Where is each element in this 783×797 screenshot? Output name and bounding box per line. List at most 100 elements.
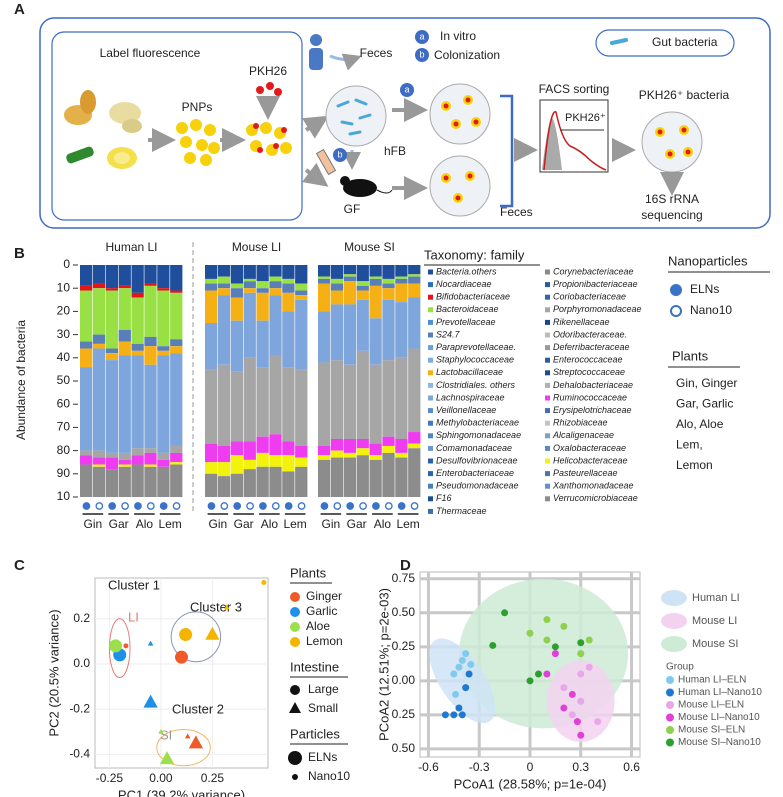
- legend-swatch: [545, 345, 550, 351]
- outer-box: [39, 17, 771, 229]
- bar-segment: [395, 276, 408, 279]
- bar-segment: [369, 285, 382, 319]
- point: [159, 751, 175, 765]
- bar-segment: [282, 265, 295, 279]
- bar-segment: [256, 265, 269, 282]
- bar-segment: [80, 348, 93, 368]
- legend-label: Streptococcaceae: [553, 367, 625, 377]
- y-axis-label: PCoA2 (12.51%; p=2e-03): [376, 588, 391, 741]
- legend-swatch: [545, 282, 550, 288]
- bar-segment: [217, 476, 231, 497]
- particle-marker: [410, 502, 419, 510]
- x-tick-label: Gar: [234, 517, 254, 531]
- bar-segment: [131, 455, 144, 465]
- bar-segment: [243, 278, 256, 282]
- bar-segment: [217, 276, 231, 284]
- bar-segment: [170, 464, 183, 497]
- point: [577, 650, 585, 658]
- legend-label: ELNs: [308, 750, 337, 764]
- point: [534, 670, 542, 678]
- badge: [400, 83, 414, 97]
- bar-segment: [343, 364, 357, 439]
- bar-segment: [170, 462, 183, 465]
- y-tick-label: 0.25: [392, 707, 416, 721]
- bar-segment: [92, 348, 106, 451]
- bar-segment: [318, 283, 331, 312]
- legend-swatch: [428, 345, 433, 351]
- dish: [641, 111, 703, 173]
- mouse-icon: [340, 176, 393, 197]
- bar-segment: [256, 452, 269, 467]
- legend-swatch: [428, 408, 433, 414]
- bar-segment: [356, 285, 369, 291]
- bar-segment: [395, 302, 408, 358]
- bar-segment: [269, 355, 282, 435]
- legend-label: Prevotellaceae: [436, 317, 496, 327]
- bar-segment: [282, 441, 295, 456]
- particle-marker: [333, 502, 342, 510]
- legend-title: Intestine: [290, 659, 339, 674]
- particle-marker: [359, 502, 367, 510]
- legend-label: Mouse SI–Nano10: [678, 737, 761, 748]
- bar-segment: [80, 464, 93, 497]
- x-tick-label: 0.6: [623, 760, 640, 774]
- bar-segment: [217, 288, 231, 296]
- bar-segment: [105, 452, 119, 458]
- bar-segment: [369, 276, 382, 279]
- point: [585, 636, 593, 644]
- bar-segment: [92, 466, 106, 497]
- legend-label: Lem,: [676, 438, 703, 452]
- bar-segment: [144, 346, 157, 365]
- y-tick-label: 0.50: [392, 741, 416, 755]
- annotation: Cluster 2: [172, 701, 224, 716]
- x-tick-label: Lem: [283, 517, 306, 531]
- legend-marker: [666, 726, 674, 734]
- legend-label: Gin, Ginger: [676, 376, 737, 390]
- bar-segment: [382, 278, 395, 284]
- bar-segment: [217, 265, 231, 277]
- x-tick-label: 0.25: [201, 771, 225, 785]
- bar-segment: [408, 283, 421, 298]
- legend-label: Thermaceae: [436, 506, 487, 516]
- bar-segment: [118, 355, 131, 453]
- legend-label: Dehalobacteriaceae: [553, 380, 633, 390]
- x-tick-label: Gin: [209, 517, 228, 531]
- badge-label: b: [337, 149, 342, 159]
- legend-label: Nano10: [690, 303, 732, 317]
- human-icon: [309, 34, 323, 70]
- bar-segment: [217, 295, 231, 365]
- bar-segment: [318, 278, 331, 284]
- bar-segment: [131, 355, 144, 449]
- panel-c: C -0.25 0.00 0.25 0.2 0.0 -0.2 -0.4 PC1 (39.2% v…: [14, 557, 350, 797]
- bar-segment: [269, 288, 282, 296]
- panel-label: A: [14, 1, 25, 18]
- legend-title: Group: [666, 662, 694, 673]
- y-tick-label: 0.75: [392, 571, 416, 585]
- legend-label: Aloe: [306, 619, 330, 633]
- bar-segment: [205, 462, 218, 474]
- particle-marker: [384, 502, 393, 510]
- bar-segment: [395, 265, 408, 277]
- legend-label: Alo, Aloe: [676, 417, 724, 431]
- point: [560, 622, 568, 630]
- particle-marker: [146, 502, 155, 510]
- legend-label: Mouse SI–ELN: [678, 725, 745, 736]
- particle-marker: [233, 502, 242, 510]
- point: [465, 670, 473, 678]
- bar-segment: [80, 285, 93, 291]
- y-tick-label: -0.2: [69, 701, 90, 715]
- y-tick-label: -0.4: [69, 747, 90, 761]
- point: [543, 616, 551, 624]
- bar-segment: [118, 288, 131, 330]
- particle-marker: [207, 502, 216, 510]
- bar-segment: [80, 450, 93, 456]
- legend-swatch: [428, 269, 433, 275]
- legend-label: Staphylococcaceae: [436, 355, 514, 365]
- legend-swatch: [545, 319, 550, 325]
- point: [147, 640, 154, 646]
- bar-segment: [170, 290, 183, 293]
- x-axis-label: PCoA1 (28.58%; p=1e-04): [454, 776, 607, 791]
- dish: [429, 155, 491, 217]
- legend-swatch: [545, 433, 550, 439]
